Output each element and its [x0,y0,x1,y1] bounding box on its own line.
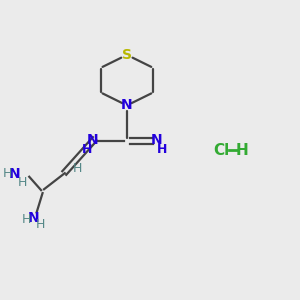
Text: S: S [122,48,132,62]
Text: H: H [22,213,31,226]
Text: N: N [121,98,133,112]
Text: H: H [157,143,167,156]
Text: H: H [18,176,27,189]
Text: H: H [236,142,249,158]
Text: H: H [35,218,45,231]
Text: Cl: Cl [214,142,230,158]
Text: N: N [151,133,162,147]
Text: N: N [28,212,40,225]
Text: N: N [87,133,99,147]
Text: N: N [9,167,20,181]
Text: H: H [2,167,12,180]
Text: H: H [82,143,93,156]
Text: H: H [73,162,82,175]
